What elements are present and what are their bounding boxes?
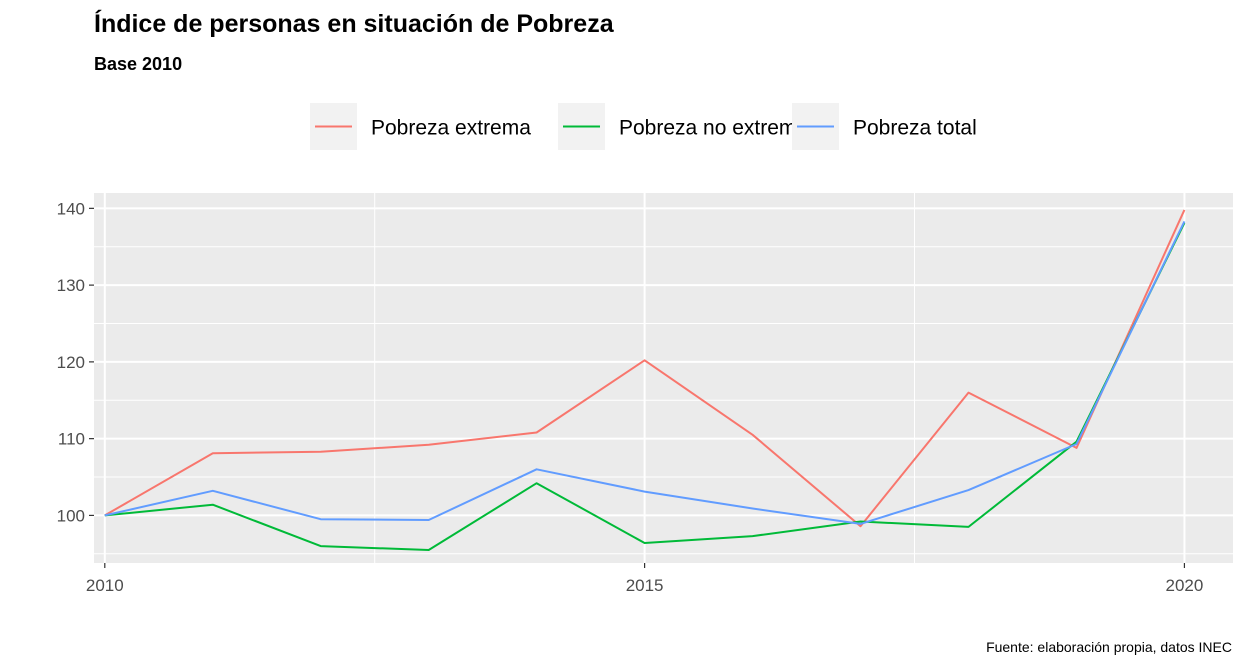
y-tick-label: 110	[58, 430, 85, 449]
chart-caption: Fuente: elaboración propia, datos INEC	[986, 639, 1232, 655]
legend-item: Pobreza no extrema	[558, 103, 808, 150]
y-tick-label: 120	[57, 353, 85, 372]
legend-item: Pobreza extrema	[310, 103, 531, 150]
x-tick-label: 2020	[1166, 576, 1204, 595]
y-tick-label: 100	[57, 506, 85, 525]
chart-title: Índice de personas en situación de Pobre…	[94, 10, 614, 38]
y-tick-label: 140	[57, 199, 85, 218]
chart-subtitle: Base 2010	[94, 54, 183, 74]
series-lines	[104, 209, 1186, 551]
axes: 100 110 120 130 140 2010 2015 2020	[57, 199, 1204, 595]
x-tick-label: 2015	[626, 576, 664, 595]
major-gridlines	[94, 193, 1233, 563]
y-tick-label: 130	[57, 276, 85, 295]
legend: Pobreza extrema Pobreza no extrema Pobreza…	[310, 103, 977, 150]
legend-item: Pobreza total	[792, 103, 977, 150]
legend-label: Pobreza no extrema	[619, 117, 808, 140]
x-tick-label: 2010	[86, 576, 124, 595]
series-line-pobreza-extrema	[104, 209, 1186, 528]
legend-label: Pobreza total	[853, 117, 977, 140]
series-line-pobreza-total	[104, 220, 1186, 525]
plot-panel	[94, 193, 1233, 563]
minor-gridlines	[94, 193, 1233, 563]
legend-label: Pobreza extrema	[371, 117, 531, 140]
series-line-pobreza-no-extrema	[104, 222, 1186, 551]
